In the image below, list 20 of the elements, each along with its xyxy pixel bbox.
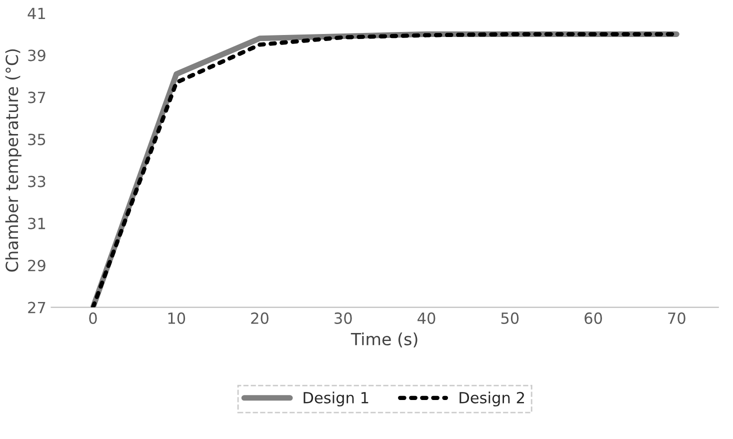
legend-label: Design 1 <box>304 392 368 406</box>
x-tick-label: 40 <box>418 312 436 324</box>
y-tick-label: 29 <box>28 260 46 272</box>
x-tick-label: 50 <box>501 312 519 324</box>
x-tick-label: 20 <box>251 312 268 324</box>
y-tick-label: 27 <box>28 302 46 314</box>
y-tick-label: 37 <box>28 92 46 104</box>
y-tick-label: 35 <box>28 134 46 146</box>
x-tick-label: 60 <box>584 312 602 324</box>
x-tick-label: 10 <box>168 312 186 324</box>
y-tick-label: 31 <box>28 218 46 230</box>
legend-label: Design 2 <box>460 392 524 406</box>
x-axis-title: Time (s) <box>350 332 418 348</box>
x-tick-label: 0 <box>89 312 97 324</box>
y-tick-label: 39 <box>28 50 46 62</box>
x-tick-label: 30 <box>334 312 352 324</box>
y-tick-label: 33 <box>28 176 46 188</box>
y-tick-label: 41 <box>28 8 46 19</box>
x-tick-label: 70 <box>668 312 686 324</box>
y-axis-title: Chamber temperature (°C) <box>5 49 22 272</box>
